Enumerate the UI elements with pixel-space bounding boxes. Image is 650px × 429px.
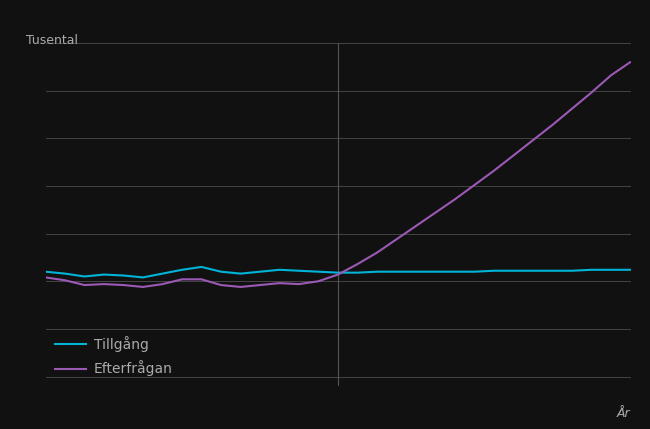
Tillgång [412, 269, 420, 274]
Efterfrågan [295, 281, 303, 287]
Tillgång [61, 271, 69, 276]
Efterfrågan [276, 281, 283, 286]
Tillgång [120, 273, 127, 278]
Efterfrågan [178, 277, 186, 282]
Tillgång [568, 268, 576, 273]
Efterfrågan [549, 122, 556, 127]
Efterfrågan [42, 275, 49, 280]
Tillgång [373, 269, 381, 274]
Tillgång [334, 270, 342, 275]
Efterfrågan [334, 272, 342, 277]
Efterfrågan [490, 168, 498, 173]
Efterfrågan [81, 282, 88, 287]
Efterfrågan [315, 279, 322, 284]
Efterfrågan [237, 284, 244, 290]
Efterfrågan [588, 90, 595, 95]
Efterfrågan [139, 284, 147, 290]
Tillgång [178, 267, 186, 272]
Tillgång [100, 272, 108, 277]
Efterfrågan [217, 282, 225, 287]
Tillgång [354, 270, 361, 275]
Tillgång [256, 269, 264, 274]
Text: År: År [617, 408, 630, 420]
Efterfrågan [354, 262, 361, 267]
Efterfrågan [373, 250, 381, 255]
Tillgång [237, 271, 244, 276]
Efterfrågan [627, 59, 634, 64]
Tillgång [627, 267, 634, 272]
Efterfrågan [529, 138, 537, 143]
Tillgång [81, 274, 88, 279]
Efterfrågan [451, 196, 459, 202]
Efterfrågan [607, 73, 615, 78]
Tillgång [471, 269, 478, 274]
Tillgång [139, 275, 147, 280]
Tillgång [549, 268, 556, 273]
Tillgång [393, 269, 400, 274]
Tillgång [529, 268, 537, 273]
Tillgång [198, 264, 205, 269]
Efterfrågan [568, 106, 576, 111]
Efterfrågan [412, 224, 420, 229]
Efterfrågan [100, 281, 108, 287]
Tillgång [217, 269, 225, 274]
Tillgång [588, 267, 595, 272]
Tillgång [490, 268, 498, 273]
Line: Tillgång: Tillgång [46, 267, 630, 278]
Efterfrågan [159, 281, 166, 287]
Efterfrågan [510, 153, 517, 158]
Efterfrågan [198, 277, 205, 282]
Legend: Tillgång, Efterfrågan: Tillgång, Efterfrågan [49, 331, 179, 382]
Efterfrågan [432, 210, 439, 215]
Tillgång [510, 268, 517, 273]
Efterfrågan [120, 282, 127, 287]
Tillgång [42, 269, 49, 274]
Tillgång [315, 269, 322, 274]
Text: Tusental: Tusental [26, 34, 78, 47]
Tillgång [276, 267, 283, 272]
Tillgång [432, 269, 439, 274]
Efterfrågan [256, 282, 264, 287]
Tillgång [159, 271, 166, 276]
Line: Efterfrågan: Efterfrågan [46, 62, 630, 287]
Tillgång [607, 267, 615, 272]
Efterfrågan [471, 182, 478, 187]
Tillgång [451, 269, 459, 274]
Efterfrågan [393, 237, 400, 242]
Tillgång [295, 268, 303, 273]
Efterfrågan [61, 278, 69, 283]
